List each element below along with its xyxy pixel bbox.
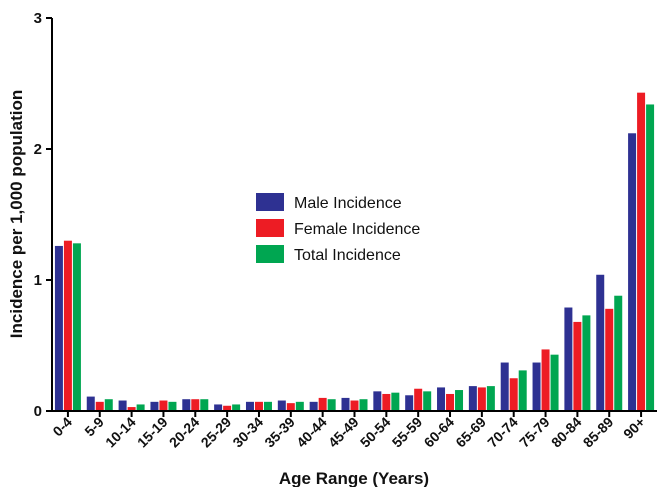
y-ticks-group: 0 1 2 3 xyxy=(34,10,52,420)
bar-male-incidence-30-34 xyxy=(245,401,254,411)
bar-male-incidence-75-79 xyxy=(532,362,541,411)
legend-swatch-total-incidence xyxy=(256,245,284,263)
x-tick-label: 35-39 xyxy=(261,414,298,451)
bar-male-incidence-50-54 xyxy=(373,391,382,411)
bar-male-incidence-65-69 xyxy=(468,386,477,411)
bar-female-incidence-65-69 xyxy=(477,387,486,411)
bar-female-incidence-60-64 xyxy=(446,393,455,411)
x-tick-label: 70-74 xyxy=(484,414,521,451)
bar-female-incidence-10-14 xyxy=(127,407,136,411)
x-tick-label: 45-49 xyxy=(325,414,362,451)
bar-total-incidence-40-44 xyxy=(327,399,336,411)
x-tick-label: 50-54 xyxy=(357,414,394,451)
bar-total-incidence-30-34 xyxy=(263,401,272,411)
x-tick-label: 80-84 xyxy=(548,414,585,451)
x-tick-label: 85-89 xyxy=(580,414,617,451)
bar-total-incidence-70-74 xyxy=(518,370,527,411)
legend-label-female-incidence: Female Incidence xyxy=(294,221,420,238)
bar-female-incidence-15-19 xyxy=(159,400,168,411)
bar-total-incidence-85-89 xyxy=(614,295,623,411)
bar-male-incidence-55-59 xyxy=(405,395,414,411)
bar-male-incidence-5-9 xyxy=(86,396,95,411)
x-tick-label: 75-79 xyxy=(516,414,553,451)
bar-female-incidence-5-9 xyxy=(95,401,104,411)
bar-female-incidence-45-49 xyxy=(350,400,359,411)
y-tick-label: 1 xyxy=(34,272,42,289)
bar-total-incidence-10-14 xyxy=(136,404,145,411)
x-ticks-group: 0-4 5-910-1415-1920-2425-2930-3435-3940-4… xyxy=(49,411,648,450)
bar-female-incidence-50-54 xyxy=(382,393,391,411)
x-tick-label: 25-29 xyxy=(198,414,235,451)
x-tick-label: 55-59 xyxy=(389,414,426,451)
bar-female-incidence-80-84 xyxy=(573,321,582,411)
bar-male-incidence-90+ xyxy=(628,133,637,411)
x-tick-label: 40-44 xyxy=(293,414,330,451)
bar-male-incidence-80-84 xyxy=(564,307,573,411)
x-tick-label: 60-64 xyxy=(421,414,458,451)
bar-female-incidence-70-74 xyxy=(509,378,518,411)
bar-female-incidence-25-29 xyxy=(223,405,232,411)
y-tick-label: 0 xyxy=(34,403,42,420)
x-tick-label: 30-34 xyxy=(229,414,266,451)
bars-group xyxy=(54,92,655,412)
bar-male-incidence-0-4 xyxy=(54,245,63,411)
bar-total-incidence-55-59 xyxy=(423,391,432,411)
x-tick-label: 15-19 xyxy=(134,414,171,451)
bar-total-incidence-90+ xyxy=(646,104,655,412)
legend-swatch-male-incidence xyxy=(256,193,284,211)
bar-total-incidence-50-54 xyxy=(391,392,400,411)
bar-female-incidence-35-39 xyxy=(286,403,295,411)
bar-female-incidence-30-34 xyxy=(254,401,263,411)
x-tick-label: 20-24 xyxy=(166,414,203,451)
bar-female-incidence-85-89 xyxy=(605,308,614,411)
bar-male-incidence-40-44 xyxy=(309,401,318,411)
bar-female-incidence-40-44 xyxy=(318,397,327,411)
bar-total-incidence-80-84 xyxy=(582,315,591,411)
legend: Male Incidence Female Incidence Total Inci… xyxy=(256,193,420,264)
bar-male-incidence-70-74 xyxy=(500,362,509,411)
legend-label-total-incidence: Total Incidence xyxy=(294,247,401,264)
legend-label-male-incidence: Male Incidence xyxy=(294,195,402,212)
bar-female-incidence-90+ xyxy=(637,92,646,412)
bar-male-incidence-45-49 xyxy=(341,397,350,411)
bar-male-incidence-20-24 xyxy=(182,399,191,411)
x-axis-title: Age Range (Years) xyxy=(279,469,429,487)
x-tick-label: 5-9 xyxy=(81,414,107,440)
bar-male-incidence-35-39 xyxy=(277,400,286,411)
bar-female-incidence-20-24 xyxy=(191,399,200,411)
bar-female-incidence-55-59 xyxy=(414,388,423,411)
y-tick-label: 3 xyxy=(34,10,42,27)
bar-male-incidence-25-29 xyxy=(214,404,223,411)
bar-total-incidence-35-39 xyxy=(295,401,304,411)
bar-male-incidence-10-14 xyxy=(118,400,127,411)
bar-total-incidence-45-49 xyxy=(359,399,368,411)
bar-total-incidence-20-24 xyxy=(200,399,209,411)
bar-total-incidence-65-69 xyxy=(486,386,495,411)
bar-male-incidence-60-64 xyxy=(437,387,446,411)
bar-total-incidence-0-4 xyxy=(72,243,81,411)
y-tick-label: 2 xyxy=(34,141,42,158)
bar-female-incidence-75-79 xyxy=(541,349,550,411)
x-tick-label: 10-14 xyxy=(102,414,139,451)
x-tick-label: 65-69 xyxy=(452,414,489,451)
bar-total-incidence-5-9 xyxy=(104,399,113,411)
bar-male-incidence-85-89 xyxy=(596,274,605,411)
bar-male-incidence-15-19 xyxy=(150,401,159,411)
x-tick-label: 90+ xyxy=(620,414,648,442)
bar-total-incidence-60-64 xyxy=(455,390,464,411)
bar-female-incidence-0-4 xyxy=(63,240,72,411)
y-axis-title: Incidence per 1,000 population xyxy=(7,90,26,338)
bar-total-incidence-25-29 xyxy=(232,404,241,411)
bar-total-incidence-15-19 xyxy=(168,401,177,411)
legend-swatch-female-incidence xyxy=(256,219,284,237)
x-tick-label: 0-4 xyxy=(49,414,75,440)
bar-total-incidence-75-79 xyxy=(550,354,559,411)
